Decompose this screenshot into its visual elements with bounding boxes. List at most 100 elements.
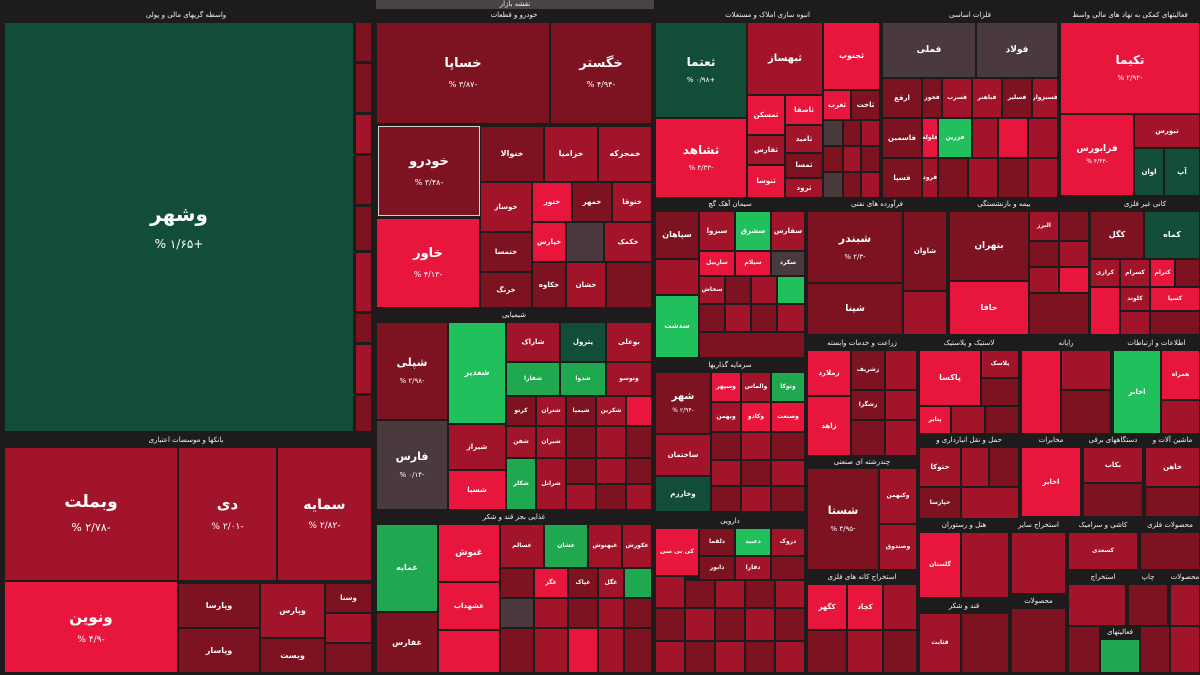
treemap-tile[interactable]: کچاد — [847, 584, 883, 630]
treemap-tile[interactable] — [989, 447, 1019, 487]
treemap-tile[interactable]: اوان — [1134, 148, 1164, 196]
treemap-tile[interactable] — [961, 487, 1019, 519]
treemap-tile[interactable]: دعبید — [735, 528, 771, 556]
treemap-tile[interactable] — [685, 641, 715, 673]
treemap-tile[interactable] — [968, 158, 998, 198]
treemap-tile[interactable]: فولاد — [976, 22, 1058, 78]
treemap-tile[interactable] — [725, 276, 751, 304]
treemap-tile[interactable] — [883, 584, 917, 630]
treemap-tile[interactable] — [777, 304, 805, 332]
treemap-tile[interactable]: فلوله — [922, 118, 938, 158]
treemap-tile[interactable]: خکمک — [604, 222, 652, 262]
treemap-tile[interactable]: غپاک — [568, 568, 598, 598]
treemap-tile[interactable]: وبهمن — [711, 402, 741, 432]
treemap-tile[interactable] — [715, 641, 745, 673]
treemap-tile[interactable]: زشگزا — [851, 390, 885, 420]
treemap-tile[interactable] — [843, 120, 861, 146]
treemap-tile[interactable]: غنوش — [438, 524, 500, 582]
treemap-tile[interactable]: وصندوق — [879, 524, 917, 570]
treemap-tile[interactable]: کرتو — [506, 396, 536, 426]
treemap-tile[interactable] — [847, 630, 883, 673]
treemap-tile[interactable]: فارس -۰/۱۴ % — [376, 420, 448, 510]
treemap-tile[interactable] — [355, 22, 372, 62]
treemap-tile[interactable]: سخاش — [699, 276, 725, 304]
treemap-tile[interactable]: شستا -۴/۹۵ % — [807, 468, 879, 570]
treemap-tile[interactable] — [598, 598, 624, 628]
treemap-tile[interactable]: دلقما — [699, 528, 735, 556]
treemap-tile[interactable]: ثغرب — [823, 90, 851, 120]
treemap-tile[interactable]: دفارا — [735, 556, 771, 580]
treemap-tile[interactable]: سدشت — [655, 295, 699, 358]
treemap-tile[interactable]: ساختمان — [655, 434, 711, 476]
treemap-tile[interactable]: خزامیا — [544, 126, 598, 182]
treemap-tile[interactable] — [566, 458, 596, 484]
treemap-tile[interactable] — [1059, 241, 1089, 267]
treemap-tile[interactable] — [1011, 608, 1066, 673]
treemap-tile[interactable]: خشان — [566, 262, 606, 308]
treemap-tile[interactable]: زشریف — [851, 350, 885, 390]
treemap-tile[interactable]: غبهنوش — [588, 524, 622, 568]
treemap-tile[interactable]: پتایر — [919, 406, 951, 434]
treemap-tile[interactable] — [1068, 584, 1126, 626]
treemap-tile[interactable]: شیراز — [448, 424, 506, 470]
treemap-tile[interactable] — [500, 628, 534, 673]
treemap-tile[interactable]: خوساز — [480, 182, 532, 232]
treemap-tile[interactable]: خکاوه — [532, 262, 566, 308]
treemap-tile[interactable]: شپلی -۲/۹۸ % — [376, 322, 448, 420]
treemap-tile[interactable] — [685, 580, 715, 608]
treemap-tile[interactable]: شپنا — [807, 283, 903, 335]
treemap-tile[interactable] — [951, 406, 985, 434]
treemap-tile[interactable] — [741, 460, 771, 486]
treemap-tile[interactable]: همراه — [1161, 350, 1200, 400]
treemap-tile[interactable] — [771, 432, 805, 460]
treemap-tile[interactable] — [626, 458, 652, 484]
treemap-tile[interactable] — [1150, 311, 1200, 335]
treemap-tile[interactable] — [598, 628, 624, 673]
treemap-tile[interactable] — [751, 276, 777, 304]
treemap-tile[interactable]: فرود — [922, 158, 938, 198]
treemap-tile[interactable]: وتوکا — [771, 372, 805, 402]
treemap-tile[interactable]: کسرام — [1120, 259, 1150, 287]
treemap-tile[interactable] — [903, 291, 947, 335]
treemap-tile[interactable] — [1029, 293, 1089, 335]
treemap-tile[interactable] — [777, 276, 805, 304]
treemap-tile[interactable] — [1170, 626, 1200, 673]
treemap-tile[interactable]: حافا — [949, 281, 1029, 335]
treemap-tile[interactable]: وخارزم — [655, 476, 711, 512]
treemap-tile[interactable]: شسپا — [448, 470, 506, 510]
treemap-tile[interactable] — [355, 206, 372, 251]
treemap-tile[interactable]: غگل — [598, 568, 624, 598]
treemap-tile[interactable] — [1083, 483, 1143, 517]
treemap-tile[interactable] — [843, 146, 861, 172]
treemap-tile[interactable] — [741, 432, 771, 460]
treemap-tile[interactable] — [771, 460, 805, 486]
treemap-tile[interactable]: کسعدی — [1068, 532, 1138, 570]
treemap-tile[interactable]: حپارسا — [919, 487, 961, 519]
treemap-tile[interactable] — [1011, 532, 1066, 594]
treemap-tile[interactable] — [745, 641, 775, 673]
treemap-tile[interactable]: فسلیر — [1002, 78, 1032, 118]
treemap-tile[interactable] — [715, 580, 745, 608]
treemap-tile[interactable] — [715, 608, 745, 641]
treemap-tile[interactable] — [534, 628, 568, 673]
treemap-tile[interactable]: بتهران — [949, 211, 1029, 281]
treemap-tile[interactable] — [771, 486, 805, 512]
treemap-tile[interactable] — [355, 395, 372, 432]
treemap-tile[interactable]: ثمسکن — [747, 95, 785, 135]
treemap-tile[interactable] — [938, 158, 968, 198]
treemap-tile[interactable] — [745, 608, 775, 641]
treemap-tile[interactable] — [566, 426, 596, 458]
treemap-tile[interactable]: البرز — [1029, 211, 1059, 241]
treemap-tile[interactable] — [325, 643, 372, 673]
treemap-tile[interactable] — [851, 420, 885, 456]
treemap-tile[interactable] — [1028, 118, 1058, 158]
treemap-tile[interactable]: سفارس — [771, 211, 805, 251]
treemap-tile[interactable]: فزرین — [938, 118, 972, 158]
treemap-tile[interactable] — [1145, 487, 1200, 517]
treemap-tile[interactable]: شکلر — [506, 458, 536, 510]
treemap-tile[interactable]: ونوین -۴/۹ % — [4, 581, 178, 673]
treemap-tile[interactable]: دی -۲/۰۱ % — [178, 447, 277, 581]
treemap-tile[interactable]: والماس — [741, 372, 771, 402]
treemap-tile[interactable]: شاراک — [506, 322, 560, 362]
treemap-tile[interactable]: کی بی سی — [655, 528, 699, 576]
